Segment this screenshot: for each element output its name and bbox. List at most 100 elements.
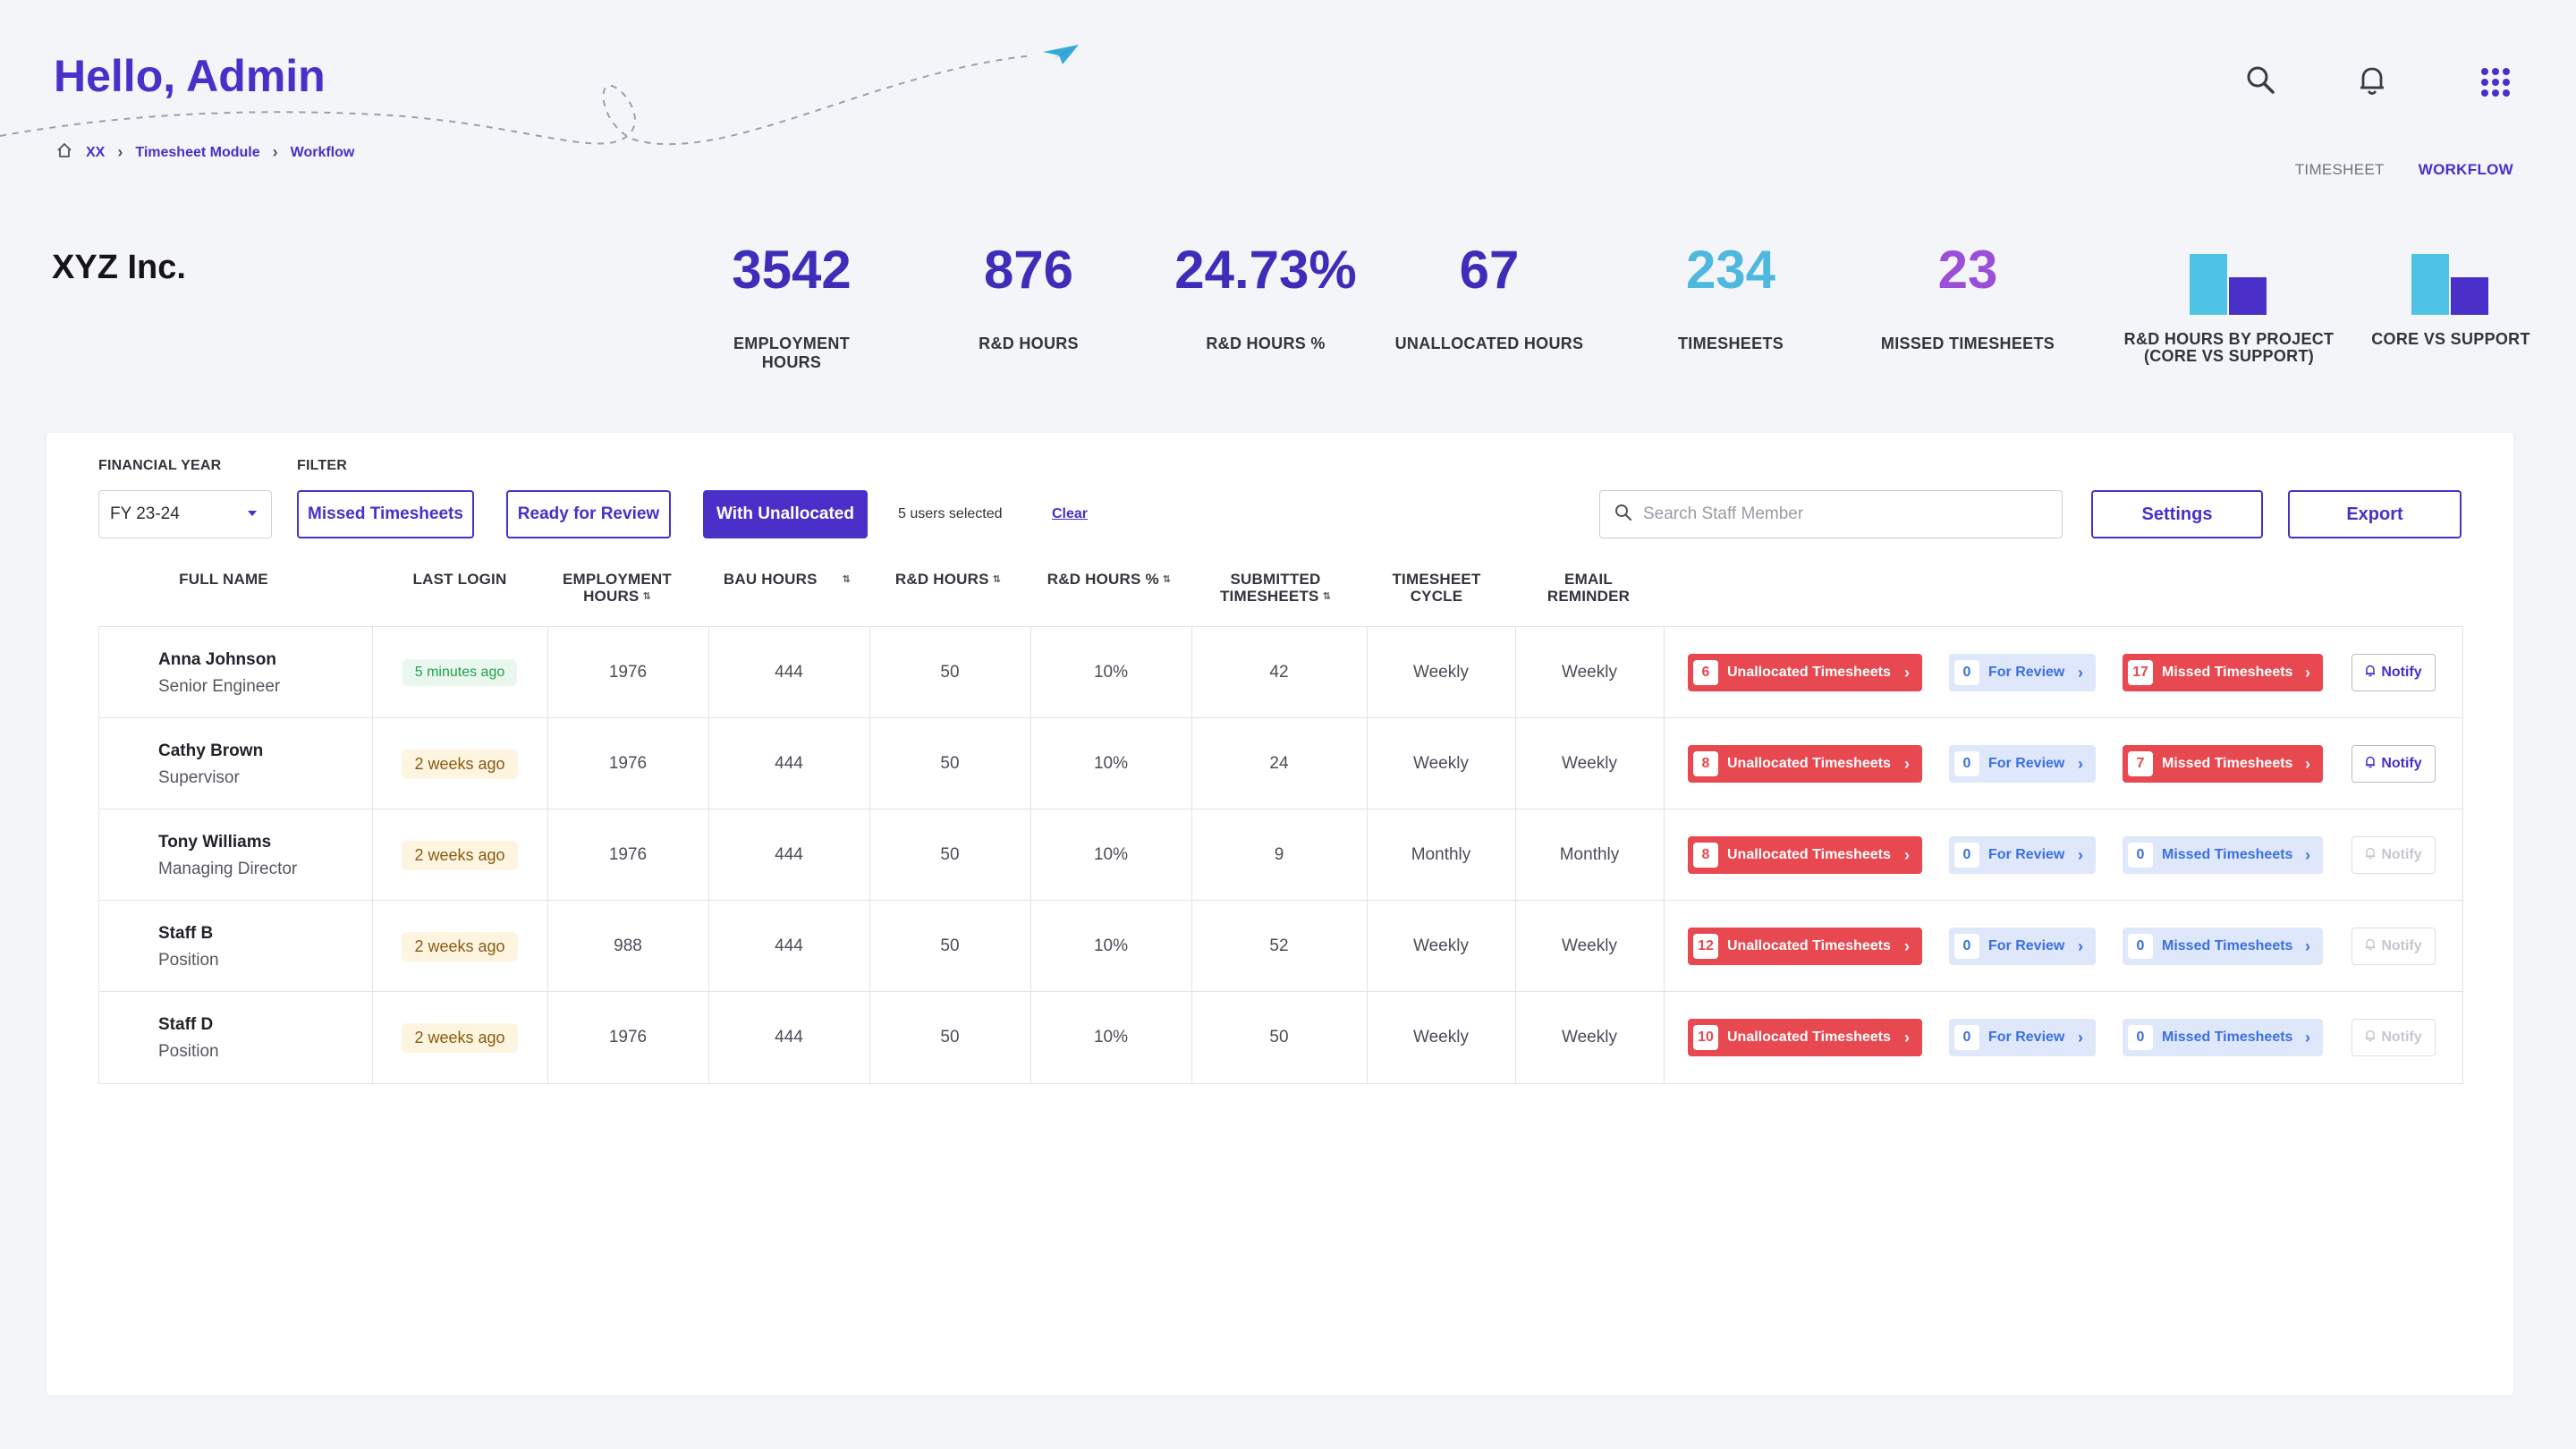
table-row[interactable]: Staff B Position 2 weeks ago 988 444 50 10% 52 W… [99,901,2462,992]
column-divider [1664,718,1665,809]
stat-employment-hours: 3542 EMPLOYMENT HOURS [702,243,881,372]
breadcrumb-item[interactable]: Workflow [290,144,355,160]
for-review-button[interactable]: 0 For Review › [1949,928,2096,965]
staff-position: Position [158,951,219,970]
unallocated-timesheets-button[interactable]: 6 Unallocated Timesheets › [1688,654,1922,691]
column-divider [1515,992,1516,1083]
flight-path-decoration [0,45,1079,146]
staff-name[interactable]: Staff D [158,1015,214,1034]
col-employment-hours[interactable]: EMPLOYMENT HOURS ⇅ [537,571,698,606]
sort-icon[interactable]: ⇅ [992,574,1002,586]
full-name-cell: Tony Williams Managing Director [158,833,297,879]
filter-with-unallocated[interactable]: With Unallocated [703,490,868,538]
bell-icon[interactable] [2354,63,2390,98]
sort-icon[interactable]: ⇅ [642,591,651,603]
col-full-name[interactable]: FULL NAME [143,571,304,588]
notify-button[interactable]: Notify [2351,654,2436,691]
unallocated-timesheets-button[interactable]: 12 Unallocated Timesheets › [1688,928,1922,965]
column-divider [1367,718,1368,809]
col-rd-hours-pct[interactable]: R&D HOURS % ⇅ [1029,571,1190,589]
for-review-button[interactable]: 0 For Review › [1949,1019,2096,1056]
rd-hours-by-project-chart[interactable]: R&D HOURS BY PROJECT (CORE VS SUPPORT) [2120,254,2338,365]
col-label: HOURS [583,588,640,605]
sort-icon[interactable]: ⇅ [842,574,852,586]
col-label: R&D HOURS % [1046,571,1159,588]
missed-timesheets-button[interactable]: 0 Missed Timesheets › [2123,928,2323,965]
missed-timesheets-button[interactable]: 0 Missed Timesheets › [2123,1019,2323,1056]
table-row[interactable]: Anna Johnson Senior Engineer 5 minutes ago… [99,627,2462,718]
rd-hours-pct-cell: 10% [1093,1028,1129,1046]
col-timesheet-cycle[interactable]: TIMESHEET CYCLE [1356,571,1517,605]
full-name-cell: Staff D Position [158,1015,219,1062]
column-divider [1515,809,1516,900]
stat-rd-hours: 876 R&D HOURS [939,243,1118,353]
column-divider [1191,809,1192,900]
financial-year-select[interactable]: FY 23-24 [98,490,272,538]
notify-label: Notify [2381,665,2422,680]
count-badge: 0 [2128,934,2153,959]
col-last-login[interactable]: LAST LOGIN [379,571,540,588]
count-badge: 8 [1693,843,1718,868]
col-label: CYCLE [1410,588,1463,605]
last-login-badge: 2 weeks ago [402,749,518,779]
table-row[interactable]: Cathy Brown Supervisor 2 weeks ago 1976 444 5… [99,718,2462,809]
staff-position: Supervisor [158,768,240,787]
table-row[interactable]: Staff D Position 2 weeks ago 1976 444 50 10% 50… [99,992,2462,1083]
email-reminder-cell: Weekly [1562,663,1617,682]
staff-name[interactable]: Anna Johnson [158,650,276,669]
unallocated-timesheets-button[interactable]: 8 Unallocated Timesheets › [1688,836,1922,874]
for-review-button[interactable]: 0 For Review › [1949,836,2096,874]
col-rd-hours[interactable]: R&D HOURS ⇅ [868,571,1029,589]
column-divider [1664,809,1665,900]
missed-timesheets-button[interactable]: 7 Missed Timesheets › [2123,745,2323,783]
search-field[interactable] [1599,490,2063,538]
col-bau-hours[interactable]: BAU HOURS ⇅ [698,571,877,589]
action-label: Unallocated Timesheets [1727,1030,1891,1045]
missed-timesheets-button[interactable]: 17 Missed Timesheets › [2123,654,2323,691]
filter-ready-for-review[interactable]: Ready for Review [506,490,671,538]
sort-icon[interactable]: ⇅ [1162,574,1172,586]
bell-icon [2365,665,2376,682]
staff-name[interactable]: Tony Williams [158,833,272,852]
search-input[interactable] [1643,504,2019,524]
table-row[interactable]: Tony Williams Managing Director 2 weeks ag… [99,809,2462,901]
col-email-reminder[interactable]: EMAIL REMINDER [1508,571,1669,605]
column-divider [547,901,548,991]
count-badge: 8 [1693,751,1718,776]
notify-button[interactable]: Notify [2351,745,2436,783]
missed-timesheets-button[interactable]: 0 Missed Timesheets › [2123,836,2323,874]
for-review-button[interactable]: 0 For Review › [1949,654,2096,691]
column-divider [1191,627,1192,717]
export-button[interactable]: Export [2288,490,2462,538]
notify-label: Notify [2381,756,2422,771]
for-review-button[interactable]: 0 For Review › [1949,745,2096,783]
last-login-cell: 2 weeks ago [372,809,547,901]
stat-value: 876 [983,240,1074,300]
tab-workflow[interactable]: WORKFLOW [2418,161,2513,178]
tab-timesheet[interactable]: TIMESHEET [2294,161,2385,178]
core-vs-support-chart[interactable]: CORE VS SUPPORT [2361,254,2540,348]
bell-icon [2365,938,2376,955]
home-icon[interactable] [55,141,73,164]
unallocated-timesheets-button[interactable]: 8 Unallocated Timesheets › [1688,745,1922,783]
col-label: TIMESHEET [1392,571,1481,588]
sort-icon[interactable]: ⇅ [1322,591,1332,603]
breadcrumb-item[interactable]: Timesheet Module [135,144,260,160]
unallocated-timesheets-button[interactable]: 10 Unallocated Timesheets › [1688,1019,1922,1056]
filter-missed-timesheets[interactable]: Missed Timesheets [297,490,474,538]
col-label: FULL NAME [179,571,268,588]
col-submitted-timesheets[interactable]: SUBMITTED TIMESHEETS ⇅ [1195,571,1356,606]
settings-button[interactable]: Settings [2091,490,2263,538]
stat-value: 24.73% [1174,240,1357,300]
column-divider [372,992,373,1083]
staff-name[interactable]: Cathy Brown [158,741,264,760]
search-icon[interactable] [2243,63,2279,98]
clear-link[interactable]: Clear [1052,506,1089,521]
breadcrumb-item[interactable]: XX [86,144,106,160]
company-name: XYZ Inc. [52,249,186,286]
count-badge: 17 [2128,660,2153,685]
apps-grid-icon[interactable] [2478,64,2513,100]
staff-name[interactable]: Staff B [158,924,214,943]
stat-label: MISSED TIMESHEETS [1880,335,2055,352]
column-divider [708,992,709,1083]
